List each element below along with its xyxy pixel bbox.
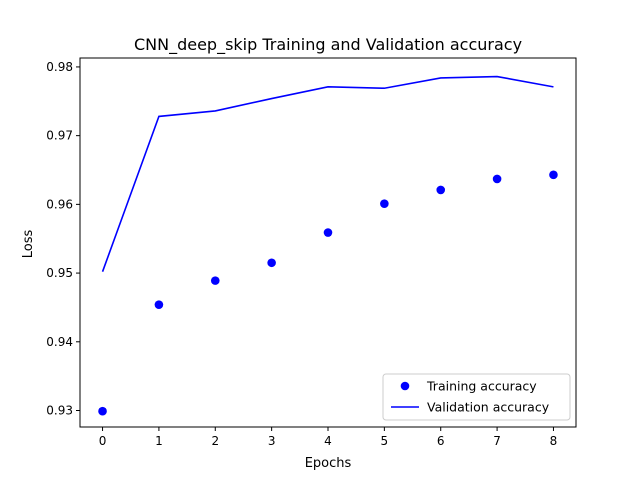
y-axis-label: Loss [21,230,36,259]
x-tick-label: 4 [324,434,332,448]
legend-box [382,373,571,421]
x-tick-label: 5 [381,434,389,448]
x-tick-label: 7 [493,434,501,448]
legend-label: Validation accuracy [427,400,550,415]
data-point-training-accuracy [98,406,107,416]
x-tick-label: 6 [437,434,445,448]
chart-title: CNN_deep_skip Training and Validation ac… [134,35,522,55]
plot-area: 0 1 2 3 4 5 6 7 8 0.93 0.94 0.95 0.96 0.97 0.98 [46,57,577,448]
data-point-training-accuracy [436,185,446,195]
x-tick-label: 8 [550,434,558,448]
y-tick-label: 0.93 [46,404,73,418]
x-tick-label: 3 [268,434,276,448]
data-point-training-accuracy [380,199,389,208]
data-point-training-accuracy [210,276,220,285]
y-tick-label: 0.95 [46,266,73,280]
legend-label: Training accuracy [426,379,537,394]
series-line-validation-accuracy [101,75,554,272]
y-tick-label: 0.96 [46,197,73,211]
data-point-training-accuracy [154,300,164,309]
x-tick-label: 1 [155,434,163,448]
legend-marker-swatch [400,381,410,391]
x-axis-label: Epochs [305,456,352,471]
data-point-training-accuracy [549,170,558,180]
data-point-training-accuracy [323,228,333,237]
legend: Training accuracy Validation accuracy [382,373,571,421]
x-tick-label: 2 [211,434,219,448]
x-tick-label: 0 [99,434,107,448]
y-tick-label: 0.98 [46,60,73,74]
data-point-training-accuracy [267,258,276,268]
y-tick-label: 0.94 [46,335,73,349]
y-tick-label: 0.97 [46,129,73,143]
data-point-training-accuracy [492,174,502,184]
